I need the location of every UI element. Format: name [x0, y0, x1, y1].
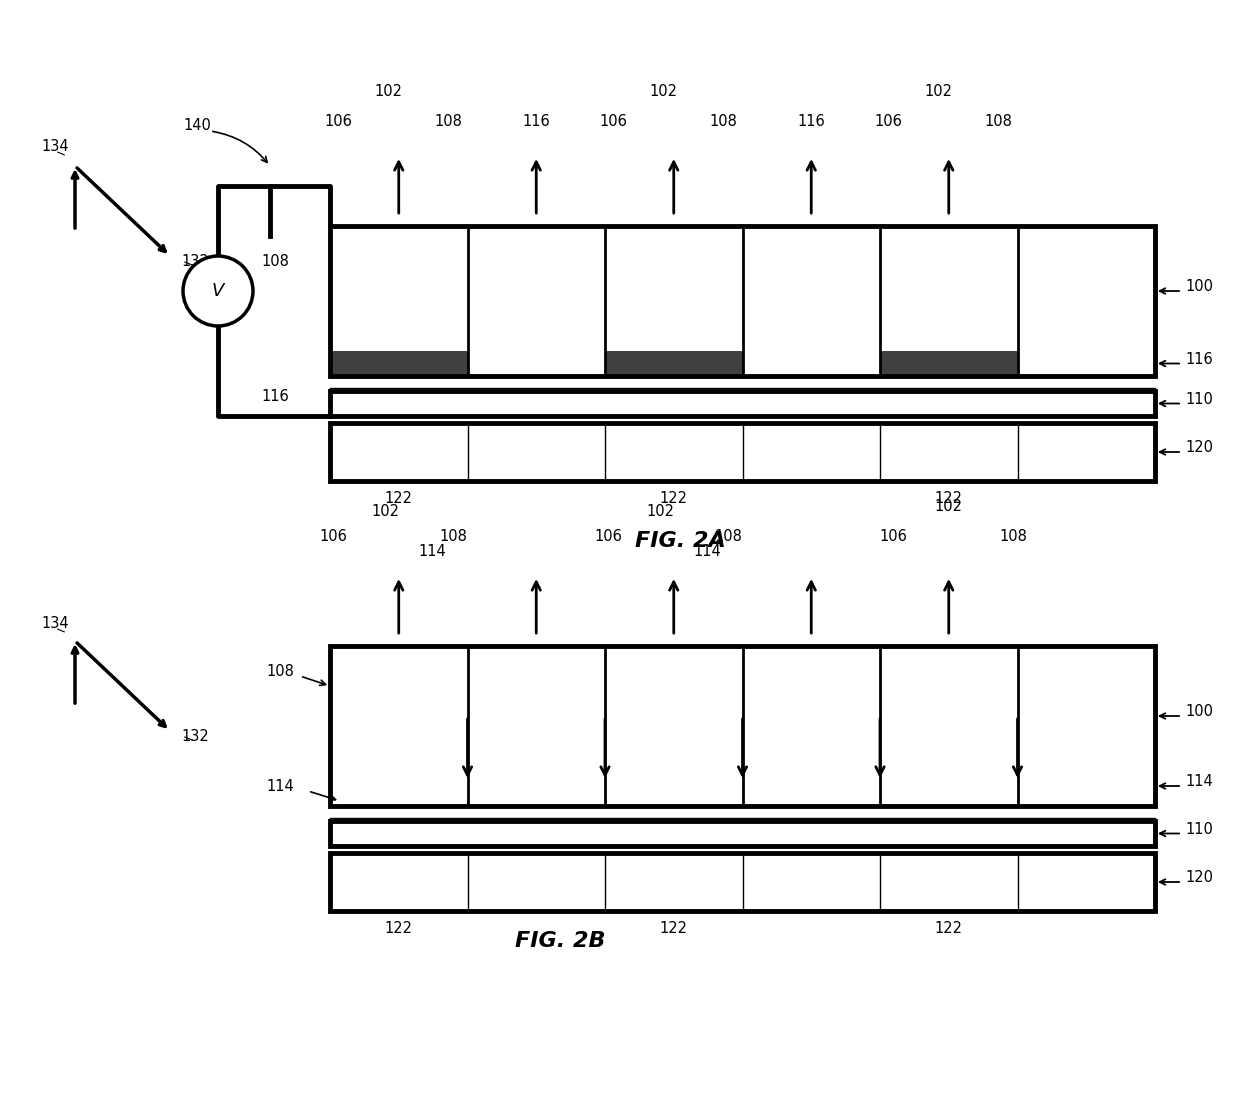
- Text: 106: 106: [320, 529, 347, 544]
- Text: 116: 116: [797, 114, 825, 129]
- Bar: [605, 351, 743, 376]
- Bar: [330, 423, 1154, 481]
- Text: 108: 108: [267, 664, 294, 680]
- Bar: [330, 646, 467, 806]
- Bar: [467, 646, 605, 806]
- Text: FIG. 2B: FIG. 2B: [515, 931, 605, 951]
- Text: 106: 106: [600, 114, 627, 129]
- Text: 102: 102: [925, 84, 952, 99]
- Text: 122: 122: [935, 921, 962, 936]
- Text: 106: 106: [880, 529, 908, 544]
- Text: 114: 114: [419, 544, 446, 559]
- Bar: [880, 226, 1018, 376]
- Text: 140: 140: [184, 118, 211, 134]
- Text: FIG. 2A: FIG. 2A: [635, 530, 725, 551]
- Text: 102: 102: [374, 84, 403, 99]
- Text: 102: 102: [935, 499, 962, 514]
- Bar: [1018, 226, 1154, 376]
- Text: 120: 120: [1185, 439, 1213, 455]
- Text: 132: 132: [181, 729, 208, 744]
- Text: 132: 132: [181, 254, 208, 269]
- Text: 134: 134: [41, 616, 68, 631]
- Text: 108: 108: [262, 254, 289, 269]
- Bar: [1018, 646, 1154, 806]
- Text: V: V: [212, 282, 224, 300]
- Bar: [880, 351, 1018, 376]
- Bar: [330, 646, 1154, 806]
- Text: 106: 106: [325, 114, 352, 129]
- Text: 114: 114: [1185, 774, 1213, 789]
- Bar: [330, 351, 467, 376]
- Text: 122: 122: [384, 921, 413, 936]
- Text: 102: 102: [646, 504, 675, 520]
- Text: 102: 102: [371, 504, 399, 520]
- Bar: [330, 226, 467, 376]
- Text: 110: 110: [1185, 822, 1213, 836]
- Text: 100: 100: [1185, 279, 1213, 294]
- Bar: [330, 853, 467, 911]
- Text: 108: 108: [999, 529, 1028, 544]
- Bar: [330, 821, 1154, 846]
- Bar: [605, 423, 743, 481]
- Text: 108: 108: [440, 529, 467, 544]
- Bar: [467, 226, 605, 376]
- Bar: [330, 853, 1154, 911]
- Bar: [330, 226, 1154, 376]
- Text: 114: 114: [267, 779, 294, 794]
- Bar: [605, 853, 743, 911]
- Circle shape: [184, 256, 253, 326]
- Bar: [880, 423, 1018, 481]
- Bar: [880, 853, 1018, 911]
- Text: 122: 122: [660, 921, 688, 936]
- Text: 108: 108: [985, 114, 1013, 129]
- Text: 122: 122: [660, 491, 688, 506]
- Text: 122: 122: [384, 491, 413, 506]
- Text: 116: 116: [522, 114, 551, 129]
- Text: 100: 100: [1185, 704, 1213, 719]
- Bar: [605, 226, 743, 376]
- Text: 114: 114: [693, 544, 722, 559]
- Text: 122: 122: [935, 491, 962, 506]
- Bar: [330, 423, 467, 481]
- Text: 106: 106: [595, 529, 622, 544]
- Text: 108: 108: [714, 529, 743, 544]
- Text: 134: 134: [41, 139, 68, 155]
- Text: 106: 106: [874, 114, 903, 129]
- Text: 110: 110: [1185, 391, 1213, 407]
- Bar: [743, 646, 880, 806]
- Bar: [880, 646, 1018, 806]
- Text: 116: 116: [1185, 352, 1213, 366]
- Bar: [743, 226, 880, 376]
- Text: 120: 120: [1185, 870, 1213, 884]
- Text: 108: 108: [435, 114, 463, 129]
- Text: 108: 108: [709, 114, 738, 129]
- Bar: [330, 391, 1154, 416]
- Bar: [605, 646, 743, 806]
- Text: 102: 102: [650, 84, 678, 99]
- Text: 116: 116: [262, 389, 289, 404]
